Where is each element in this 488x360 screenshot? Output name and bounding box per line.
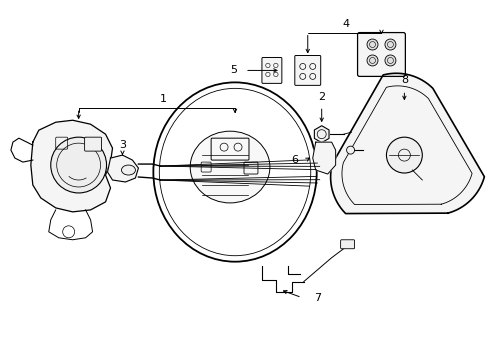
FancyBboxPatch shape bbox=[84, 137, 102, 151]
FancyBboxPatch shape bbox=[357, 32, 405, 76]
Text: 7: 7 bbox=[313, 293, 320, 302]
FancyBboxPatch shape bbox=[340, 240, 354, 249]
Circle shape bbox=[384, 55, 395, 66]
Polygon shape bbox=[31, 120, 112, 212]
Circle shape bbox=[366, 55, 377, 66]
Ellipse shape bbox=[121, 165, 135, 175]
Text: 2: 2 bbox=[318, 92, 325, 102]
FancyBboxPatch shape bbox=[262, 58, 281, 84]
Circle shape bbox=[384, 39, 395, 50]
Polygon shape bbox=[312, 142, 335, 174]
Text: 3: 3 bbox=[119, 140, 126, 150]
Circle shape bbox=[346, 146, 354, 154]
Circle shape bbox=[366, 39, 377, 50]
FancyBboxPatch shape bbox=[294, 55, 320, 85]
Text: 1: 1 bbox=[160, 94, 166, 104]
Polygon shape bbox=[107, 155, 138, 182]
Circle shape bbox=[386, 137, 422, 173]
FancyBboxPatch shape bbox=[244, 162, 258, 174]
Circle shape bbox=[51, 137, 106, 193]
Text: 5: 5 bbox=[230, 66, 237, 76]
FancyBboxPatch shape bbox=[211, 138, 248, 160]
Text: 6: 6 bbox=[291, 155, 298, 165]
Text: 4: 4 bbox=[341, 19, 348, 28]
Ellipse shape bbox=[190, 131, 269, 203]
Polygon shape bbox=[330, 73, 484, 213]
Text: 8: 8 bbox=[400, 75, 407, 85]
